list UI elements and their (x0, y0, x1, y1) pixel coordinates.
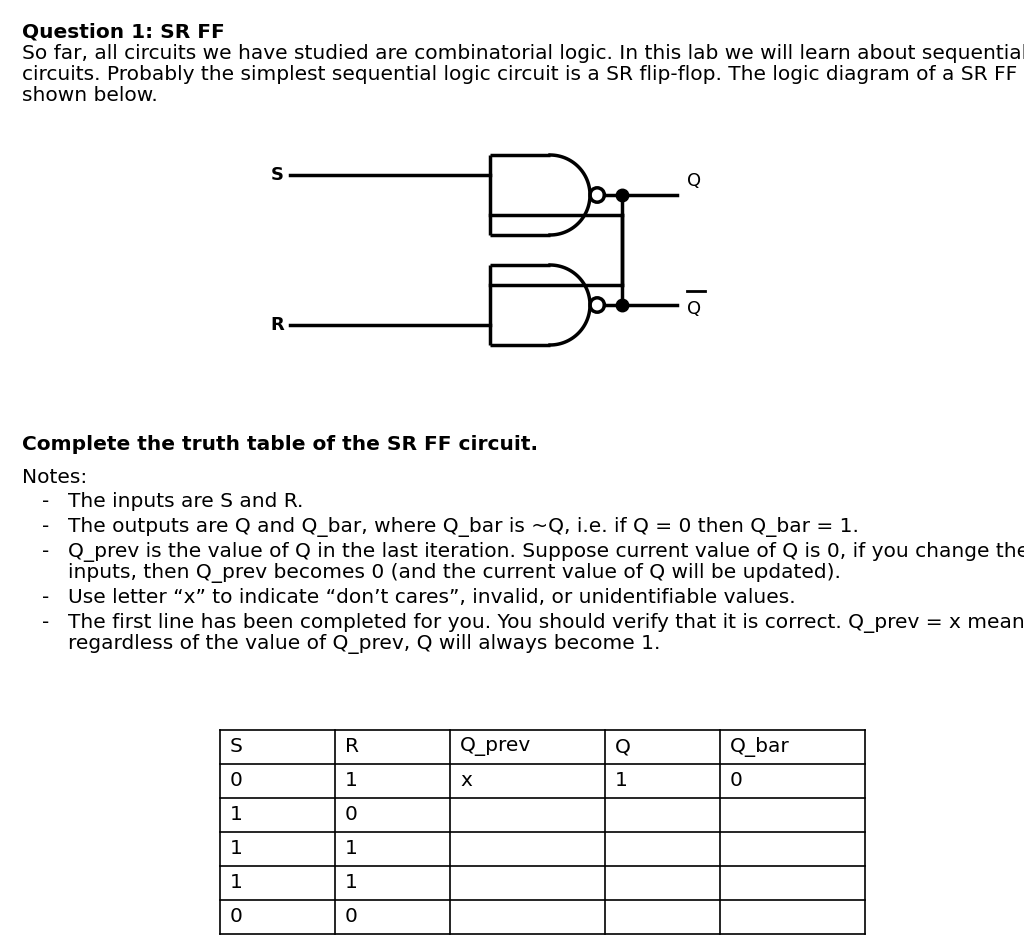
Text: -: - (42, 613, 49, 632)
Text: Notes:: Notes: (22, 468, 87, 487)
Text: Q: Q (615, 737, 631, 756)
Text: -: - (42, 588, 49, 607)
Text: The inputs are S and R.: The inputs are S and R. (68, 492, 303, 511)
Text: So far, all circuits we have studied are combinatorial logic. In this lab we wil: So far, all circuits we have studied are… (22, 44, 1024, 63)
Text: Question 1: SR FF: Question 1: SR FF (22, 22, 224, 41)
Text: 0: 0 (230, 771, 243, 790)
Text: -: - (42, 542, 49, 561)
Text: 0: 0 (345, 805, 357, 824)
Text: S: S (230, 737, 243, 756)
Text: -: - (42, 517, 49, 536)
Text: shown below.: shown below. (22, 86, 158, 105)
Text: Use letter “x” to indicate “don’t cares”, invalid, or unidentifiable values.: Use letter “x” to indicate “don’t cares”… (68, 588, 796, 607)
Text: Complete the truth table of the SR FF circuit.: Complete the truth table of the SR FF ci… (22, 435, 538, 454)
Text: R: R (270, 316, 284, 334)
Text: 0: 0 (730, 771, 742, 790)
Text: 0: 0 (345, 907, 357, 926)
Text: The outputs are Q and Q_bar, where Q_bar is ~Q, i.e. if Q = 0 then Q_bar = 1.: The outputs are Q and Q_bar, where Q_bar… (68, 517, 859, 537)
Text: 1: 1 (345, 771, 357, 790)
Text: 1: 1 (345, 873, 357, 892)
Text: -: - (42, 492, 49, 511)
Text: R: R (345, 737, 359, 756)
Text: S: S (271, 166, 284, 184)
Text: The first line has been completed for you. You should verify that it is correct.: The first line has been completed for yo… (68, 613, 1024, 633)
Text: Q: Q (687, 172, 701, 190)
Text: 1: 1 (345, 839, 357, 858)
Text: 1: 1 (230, 839, 243, 858)
Text: inputs, then Q_prev becomes 0 (and the current value of Q will be updated).: inputs, then Q_prev becomes 0 (and the c… (68, 563, 841, 583)
Text: 1: 1 (230, 873, 243, 892)
Text: Q: Q (687, 300, 701, 318)
Text: 0: 0 (230, 907, 243, 926)
Text: Q_prev: Q_prev (460, 737, 531, 756)
Text: Q_prev is the value of Q in the last iteration. Suppose current value of Q is 0,: Q_prev is the value of Q in the last ite… (68, 542, 1024, 562)
Text: circuits. Probably the simplest sequential logic circuit is a SR flip-flop. The : circuits. Probably the simplest sequenti… (22, 65, 1024, 84)
Text: 1: 1 (230, 805, 243, 824)
Text: 1: 1 (615, 771, 628, 790)
Text: x: x (460, 771, 472, 790)
Text: Q_bar: Q_bar (730, 737, 790, 757)
Text: regardless of the value of Q_prev, Q will always become 1.: regardless of the value of Q_prev, Q wil… (68, 634, 660, 654)
